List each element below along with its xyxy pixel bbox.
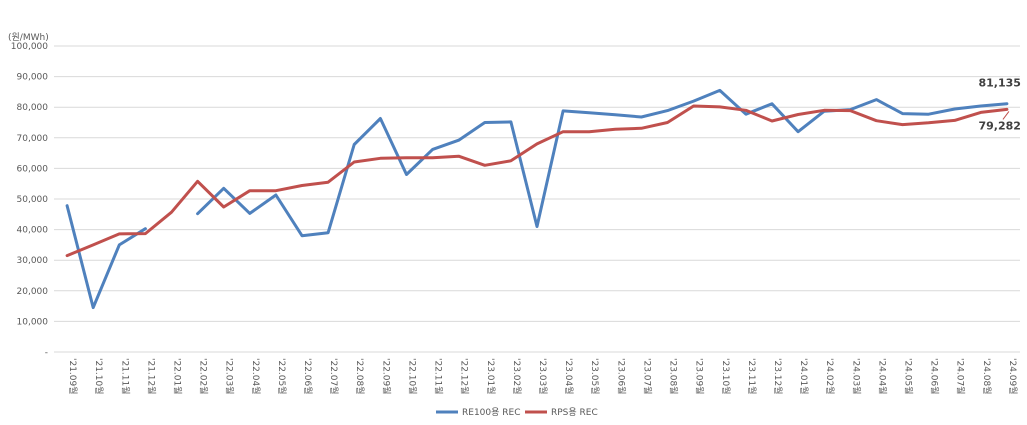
x-tick-label: '23.03월 (537, 358, 549, 395)
x-tick-label: '21.09월 (67, 358, 79, 395)
x-tick-label: '22.03월 (224, 358, 236, 395)
series-line-1 (65, 88, 1009, 310)
x-tick-label: '22.09월 (380, 358, 392, 395)
y-tick-label: 80,000 (17, 103, 49, 113)
x-tick-label: '21.11월 (119, 358, 131, 395)
x-tick-label: '24.04월 (876, 358, 888, 395)
x-tick-label: '23.09월 (694, 358, 706, 395)
y-tick-label: 60,000 (17, 164, 49, 174)
y-tick-label: 40,000 (17, 226, 49, 236)
x-tick-label: '24.01월 (798, 358, 810, 395)
y-tick-label: 100,000 (11, 42, 48, 52)
series-line-2 (65, 104, 1009, 258)
x-tick-label: '23.05월 (589, 358, 601, 395)
x-tick-label: '23.02월 (511, 358, 523, 395)
x-tick-label: '22.10월 (406, 358, 418, 395)
y-tick-label: 50,000 (17, 195, 49, 205)
series-lines (65, 88, 1009, 310)
x-tick-label: '24.09월 (1007, 358, 1019, 395)
y-tick-label: 20,000 (17, 287, 49, 297)
x-tick-label: '22.06월 (302, 358, 314, 395)
x-tick-label: '24.05월 (903, 358, 915, 395)
x-tick-label: '22.11월 (433, 358, 445, 395)
y-tick-label: 70,000 (17, 134, 49, 144)
x-tick-label: '24.07월 (955, 358, 967, 395)
x-tick-label: '22.02월 (198, 358, 210, 395)
legend: RE100용 REC RPS용 REC (436, 407, 598, 418)
end-label-re100: 81,135 (978, 77, 1020, 90)
x-tick-label: '22.04월 (250, 358, 262, 395)
x-tick-label: '23.11월 (746, 358, 758, 395)
y-tick-label: 10,000 (17, 317, 49, 327)
y-tick-label: 30,000 (17, 256, 49, 266)
legend-label: RE100용 REC (462, 407, 520, 418)
x-tick-label: '22.12월 (459, 358, 471, 395)
x-tick-label: '24.08월 (981, 358, 993, 395)
x-tick-label: '21.10월 (93, 358, 105, 395)
end-label-rps: 79,282 (978, 119, 1020, 132)
grid-lines (54, 45, 1020, 353)
x-tick-label: '21.12월 (145, 358, 157, 395)
end-labels: 81,135 79,282 (978, 77, 1020, 133)
end-label-leader (1002, 111, 1010, 120)
x-tick-label: '22.05월 (276, 358, 288, 395)
x-tick-label: '23.06월 (615, 358, 627, 395)
x-axis-ticks: '21.09월 '21.10월 '21.11월 '21.12월 '22.01월 '22.0… (67, 358, 1019, 395)
x-tick-label: '23.01월 (485, 358, 497, 395)
legend-label: RPS용 REC (551, 407, 598, 418)
y-tick-label: - (45, 348, 48, 358)
y-axis-ticks: - 10,000 20,000 30,000 40,000 50,000 60,000 70,… (11, 42, 48, 358)
x-tick-label: '24.03월 (850, 358, 862, 395)
x-tick-label: '22.08월 (354, 358, 366, 395)
y-axis-unit: (원/MWh) (8, 32, 49, 43)
x-tick-label: '24.06월 (929, 358, 941, 395)
x-tick-label: '22.07월 (328, 358, 340, 395)
x-tick-label: '23.08월 (668, 358, 680, 395)
x-tick-label: '23.10월 (720, 358, 732, 395)
x-tick-label: '22.01월 (171, 358, 183, 395)
x-tick-label: '23.12월 (772, 358, 784, 395)
x-tick-label: '23.07월 (641, 358, 653, 395)
x-tick-label: '23.04월 (563, 358, 575, 395)
x-tick-label: '24.02월 (824, 358, 836, 395)
y-tick-label: 90,000 (17, 73, 49, 83)
